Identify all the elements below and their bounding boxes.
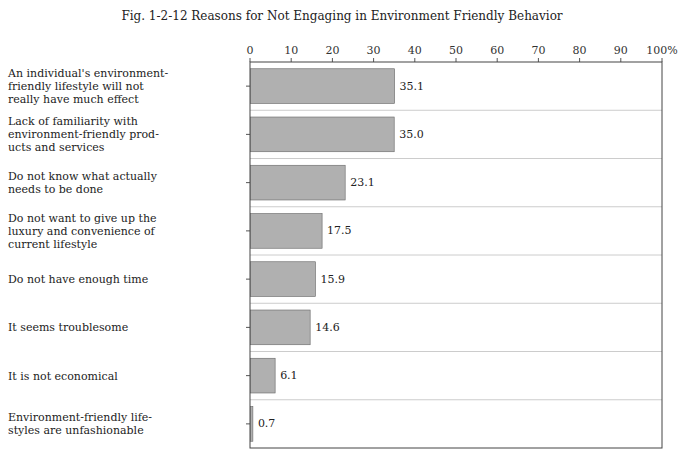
row-separator	[250, 206, 662, 207]
category-label: Do not have enough time	[8, 273, 148, 286]
data-label: 14.6	[315, 321, 340, 334]
row-separator	[250, 255, 662, 256]
category-tick	[246, 327, 250, 328]
category-label: It seems troublesome	[8, 321, 128, 334]
data-label: 17.5	[327, 224, 352, 237]
category-tick	[246, 230, 250, 231]
data-label: 15.9	[321, 273, 346, 286]
category-label-line: friendly lifestyle will not	[8, 80, 144, 93]
data-label: 0.7	[258, 417, 276, 430]
category-tick	[246, 134, 250, 135]
category-tick	[246, 279, 250, 280]
category-tick	[246, 375, 250, 376]
tick-mark	[414, 58, 415, 62]
plot-frame	[250, 62, 662, 448]
tick-mark	[579, 58, 580, 62]
bar	[250, 165, 345, 200]
category-label-line: An individual's environment-	[7, 67, 169, 80]
bar	[250, 358, 275, 393]
title: Fig. 1-2-12 Reasons for Not Engaging in …	[121, 9, 562, 23]
category-label-line: Lack of familiarity with	[8, 115, 138, 128]
category-label-line: current lifestyle	[8, 237, 97, 250]
bars	[250, 69, 395, 441]
tick-label: 100%	[646, 44, 677, 57]
tick-mark	[373, 58, 374, 62]
category-tick	[246, 86, 250, 87]
bar	[250, 117, 394, 152]
category-label-line: Environment-friendly life-	[8, 411, 152, 424]
row-separator	[250, 351, 662, 352]
category-label-line: Do not know what actually	[8, 170, 158, 183]
data-label: 23.1	[350, 176, 375, 189]
category-label-line: really have much effect	[8, 93, 139, 106]
category-tick	[246, 182, 250, 183]
category-label-line: It is not economical	[8, 369, 118, 382]
category-label-line: needs to be done	[8, 183, 103, 196]
chart-container: Fig. 1-2-12 Reasons for Not Engaging in …	[0, 0, 684, 459]
category-label: It is not economical	[8, 369, 118, 382]
bar	[250, 262, 316, 297]
row-separator	[250, 399, 662, 400]
tick-mark	[250, 58, 251, 62]
data-label: 35.1	[400, 80, 425, 93]
category-label-line: environment-friendly prod-	[8, 128, 159, 141]
category-label-line: It seems troublesome	[8, 321, 128, 334]
category-label: An individual's environment-friendly lif…	[7, 67, 169, 106]
category-label-line: ucts and services	[8, 141, 105, 154]
category-label-line: Do not want to give up the	[8, 211, 157, 224]
tick-label: 60	[490, 44, 504, 57]
tick-label: 50	[449, 44, 463, 57]
tick-mark	[662, 58, 663, 62]
bar	[250, 214, 322, 249]
row-separator	[250, 158, 662, 159]
tick-mark	[291, 58, 292, 62]
tick-label: 20	[325, 44, 339, 57]
chart-svg: Fig. 1-2-12 Reasons for Not Engaging in …	[0, 0, 684, 459]
row-separator	[250, 110, 662, 111]
bar	[250, 69, 395, 104]
tick-label: 80	[573, 44, 587, 57]
tick-label: 90	[614, 44, 628, 57]
category-label: Do not want to give up theluxury and con…	[8, 211, 157, 250]
tick-label: 70	[531, 44, 545, 57]
tick-label: 0	[247, 44, 254, 57]
tick-mark	[620, 58, 621, 62]
category-label: Environment-friendly life-styles are unf…	[8, 411, 152, 437]
bar	[250, 310, 310, 345]
tick-mark	[538, 58, 539, 62]
category-label: Do not know what actuallyneeds to be don…	[8, 170, 158, 196]
category-tick	[246, 423, 250, 424]
data-label: 6.1	[280, 369, 298, 382]
tick-label: 10	[284, 44, 298, 57]
row-separator	[250, 303, 662, 304]
data-label: 35.0	[399, 128, 424, 141]
tick-mark	[497, 58, 498, 62]
category-label-line: styles are unfashionable	[8, 424, 144, 437]
category-label-line: luxury and convenience of	[8, 224, 156, 237]
category-label-line: Do not have enough time	[8, 273, 148, 286]
tick-label: 40	[408, 44, 422, 57]
tick-mark	[456, 58, 457, 62]
tick-mark	[332, 58, 333, 62]
tick-label: 30	[367, 44, 381, 57]
category-label: Lack of familiarity withenvironment-frie…	[8, 115, 159, 154]
